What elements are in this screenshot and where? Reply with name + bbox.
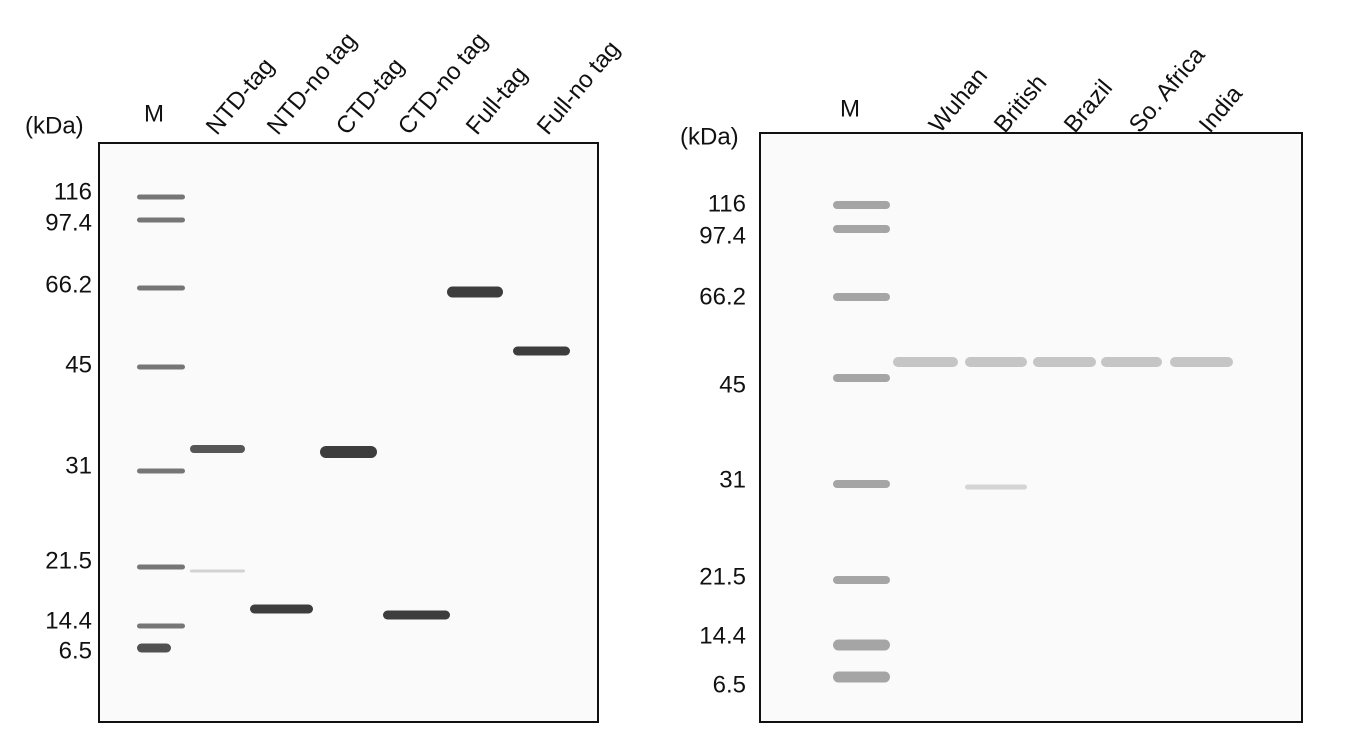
band — [190, 569, 245, 573]
band — [833, 293, 890, 301]
size-label: 66.2 — [699, 283, 746, 310]
lane-label: British — [989, 69, 1053, 137]
unit-label: (kDa) — [25, 112, 84, 139]
lane-label: India — [1194, 80, 1249, 138]
band — [833, 639, 890, 651]
band — [137, 217, 185, 223]
band — [190, 445, 245, 453]
band — [137, 285, 185, 291]
size-label: 45 — [719, 371, 746, 398]
band — [1101, 357, 1162, 367]
band — [513, 346, 570, 356]
unit-label: (kDa) — [680, 123, 739, 150]
band — [137, 643, 171, 653]
band — [833, 374, 890, 382]
size-label: 14.4 — [45, 607, 92, 634]
band — [250, 604, 313, 614]
band — [137, 468, 185, 474]
size-label: 97.4 — [699, 222, 746, 249]
size-label: 6.5 — [713, 671, 746, 698]
size-label: 31 — [65, 452, 92, 479]
band — [137, 623, 185, 629]
band — [320, 446, 377, 458]
band — [893, 357, 958, 367]
size-label: 97.4 — [45, 209, 92, 236]
gel-right — [759, 132, 1303, 723]
band — [137, 564, 185, 570]
band — [1033, 357, 1096, 367]
band — [833, 201, 890, 209]
lane-label: Brazil — [1059, 75, 1118, 138]
size-label: 66.2 — [45, 271, 92, 298]
band — [965, 484, 1027, 490]
size-label: 21.5 — [45, 547, 92, 574]
gel-left — [98, 142, 599, 723]
band — [1170, 357, 1233, 367]
band — [383, 610, 450, 620]
size-label: 116 — [54, 178, 92, 205]
band — [965, 357, 1027, 367]
size-label: 21.5 — [699, 563, 746, 590]
size-label: 116 — [708, 190, 746, 217]
size-label: 31 — [719, 466, 746, 493]
band — [137, 364, 185, 370]
marker-label: M — [840, 95, 860, 122]
band — [833, 576, 890, 584]
band — [137, 194, 185, 200]
lane-label: Full-tag — [461, 61, 533, 140]
band — [833, 480, 890, 488]
size-label: 6.5 — [59, 637, 92, 664]
band — [833, 225, 890, 233]
lane-label: Wuhan — [924, 63, 993, 138]
marker-label: M — [144, 100, 164, 127]
lane-label: Full-no tag — [532, 36, 626, 140]
size-label: 14.4 — [699, 622, 746, 649]
band — [447, 286, 503, 298]
bands — [137, 194, 1233, 683]
band — [833, 671, 890, 683]
size-label: 45 — [65, 351, 92, 378]
